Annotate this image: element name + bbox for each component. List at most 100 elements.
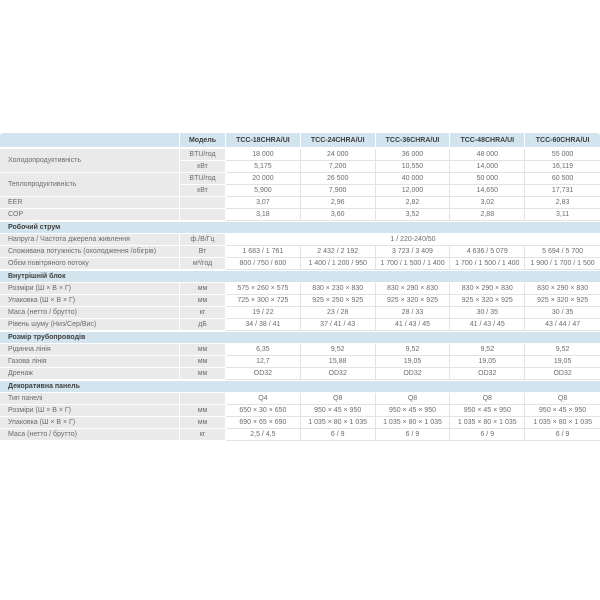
value-cell: 19,05: [525, 356, 600, 368]
model-label-cell: Модель: [180, 133, 226, 149]
value-cell: 12,7: [226, 356, 301, 368]
unit-cell: BTU/год: [180, 149, 226, 161]
value-cell: 3,07: [226, 197, 301, 209]
spec-table: Модель TCC-18CHRA/UI TCC-24CHRA/UI TCC-3…: [0, 133, 600, 441]
value-cell: 30 / 35: [525, 307, 600, 319]
header-empty-cell: [0, 133, 180, 149]
value-cell: 6 / 9: [525, 429, 600, 441]
spec-row: Рідинна лінія мм 6,35 9,52 9,52 9,52 9,52: [0, 344, 600, 356]
spec-row: Упаковка (Ш × В × Г) мм 690 × 65 × 690 1 03…: [0, 417, 600, 429]
value-cell: 36 000: [375, 149, 451, 161]
value-cell: 14,650: [450, 185, 526, 197]
value-cell: 60 500: [525, 173, 600, 185]
value-cell: 575 × 260 × 575: [226, 283, 301, 295]
spec-row: Холодопродуктивність BTU/год 18 000 24 000 3…: [0, 149, 600, 173]
value-cell: 650 × 30 × 650: [226, 405, 301, 417]
value-cell: 830 × 290 × 830: [450, 283, 526, 295]
spec-label-cell: Холодопродуктивність: [0, 149, 180, 173]
unit-cell: кВт: [180, 185, 226, 197]
value-cell: 30 / 35: [450, 307, 526, 319]
spec-row: кВт 5,175 7,200 10,550 14,000 16,119: [0, 161, 600, 173]
value-cell: OD32: [226, 368, 301, 380]
unit-cell: мм: [180, 295, 226, 307]
section-title-cell: Декоративна панель: [0, 380, 600, 393]
value-cell: 10,550: [375, 161, 451, 173]
spec-row: Споживана потужність (охолодження /обігр…: [0, 246, 600, 258]
value-cell: 4 636 / 5 079: [450, 246, 526, 258]
unit-cell: ф./В/Гц: [180, 234, 226, 246]
value-cell: 6 / 9: [375, 429, 451, 441]
model-header-cell: TCC-36CHRA/UI: [375, 133, 451, 149]
value-cell: Q4: [226, 393, 301, 405]
spec-label-cell: Рівень шуму (Низ/Сер/Вис): [0, 319, 180, 331]
value-cell: 925 × 320 × 925: [525, 295, 600, 307]
value-cell: 14,000: [450, 161, 526, 173]
value-cell: 1 035 × 80 × 1 035: [375, 417, 451, 429]
value-cell: 830 × 290 × 830: [375, 283, 451, 295]
section-row: Внутрішній блок: [0, 270, 600, 283]
value-cell: Q8: [450, 393, 526, 405]
value-cell: 3 723 / 3 409: [375, 246, 451, 258]
value-cell: 19,05: [450, 356, 526, 368]
spec-row: Маса (нетто / брутто) кг 19 / 22 23 / 28 28 …: [0, 307, 600, 319]
value-cell: 20 000: [226, 173, 301, 185]
spec-label-cell: Обєм повітряного потоку: [0, 258, 180, 270]
unit-cell: мм: [180, 368, 226, 380]
value-cell: 6 / 9: [300, 429, 376, 441]
value-cell: 23 / 28: [300, 307, 376, 319]
unit-cell: мм: [180, 356, 226, 368]
value-cell: 3,52: [375, 209, 451, 221]
value-cell: 19 / 22: [226, 307, 301, 319]
value-cell: 830 × 230 × 830: [300, 283, 376, 295]
value-cell: 7,900: [300, 185, 376, 197]
value-cell: 950 × 45 × 950: [300, 405, 376, 417]
unit-cell: дБ: [180, 319, 226, 331]
value-cell: 9,52: [450, 344, 526, 356]
value-cell: 55 000: [525, 149, 600, 161]
value-cell: 34 / 38 / 41: [226, 319, 301, 331]
spec-row: Обєм повітряного потоку м³/год 800 / 750 /…: [0, 258, 600, 270]
value-cell: 48 000: [450, 149, 526, 161]
unit-cell: мм: [180, 283, 226, 295]
value-cell: 1 700 / 1 500 / 1 400: [375, 258, 451, 270]
spec-label-cell: Тип панелі: [0, 393, 180, 405]
model-header-cell: TCC-48CHRA/UI: [450, 133, 526, 149]
unit-cell: мм: [180, 417, 226, 429]
spec-label-cell: Дренаж: [0, 368, 180, 380]
value-cell: 830 × 290 × 830: [525, 283, 600, 295]
value-cell: 16,119: [525, 161, 600, 173]
spec-label-cell: Напруга / Частота джерела живлення: [0, 234, 180, 246]
value-cell: 40 000: [375, 173, 451, 185]
value-cell: Q8: [525, 393, 600, 405]
value-cell: 2,5 / 4,5: [226, 429, 301, 441]
value-cell: 9,52: [375, 344, 451, 356]
spec-label-cell: COP: [0, 209, 180, 221]
value-cell: 2 432 / 2 192: [300, 246, 376, 258]
value-cell: 24 000: [300, 149, 376, 161]
section-row: Декоративна панель: [0, 380, 600, 393]
value-cell: 15,88: [300, 356, 376, 368]
section-title-cell: Робочий струм: [0, 221, 600, 234]
spec-label-cell: Теплопродуктивність: [0, 173, 180, 197]
spec-label-cell: Маса (нетто / брутто): [0, 307, 180, 319]
value-cell: 5,900: [226, 185, 301, 197]
value-cell: 3,18: [226, 209, 301, 221]
spec-label-cell: Рідинна лінія: [0, 344, 180, 356]
value-cell: 41 / 43 / 45: [450, 319, 526, 331]
value-cell: 6 / 9: [450, 429, 526, 441]
value-cell: 1 035 × 80 × 1 035: [300, 417, 376, 429]
spec-row: Тип панелі Q4 Q8 Q8 Q8 Q8: [0, 393, 600, 405]
spec-row: Упаковка (Ш × В × Г) мм 725 × 300 × 725 925…: [0, 295, 600, 307]
value-cell: 17,731: [525, 185, 600, 197]
value-cell: 3,60: [300, 209, 376, 221]
value-cell: 28 / 33: [375, 307, 451, 319]
value-cell: 12,000: [375, 185, 451, 197]
unit-cell: [180, 209, 226, 221]
spec-row: Дренаж мм OD32 OD32 OD32 OD32 OD32: [0, 368, 600, 380]
value-cell: OD32: [375, 368, 451, 380]
value-cell: OD32: [450, 368, 526, 380]
spec-label-cell: Газова лінія: [0, 356, 180, 368]
value-cell: 1 035 × 80 × 1 035: [450, 417, 526, 429]
value-cell: 925 × 320 × 925: [375, 295, 451, 307]
